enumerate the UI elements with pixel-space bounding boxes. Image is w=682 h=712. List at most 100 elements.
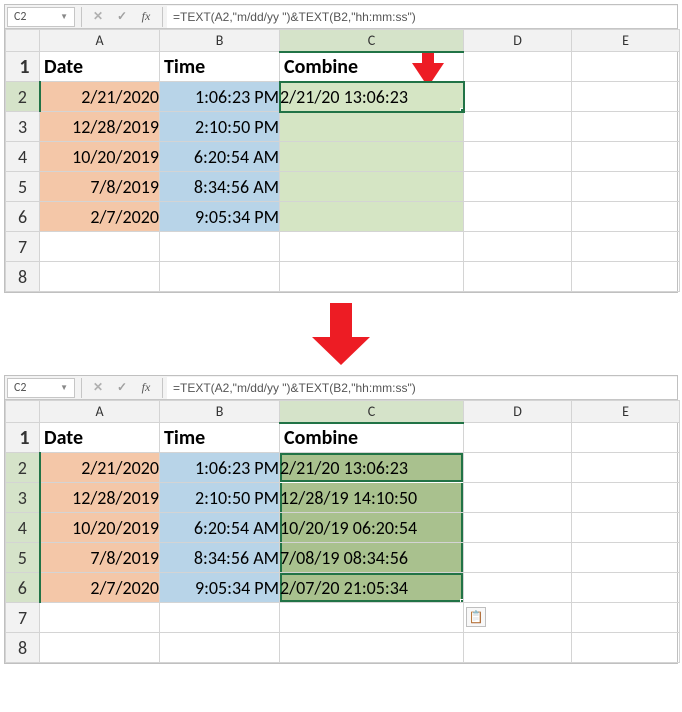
date-cell[interactable]: 2/7/2020: [40, 573, 160, 603]
grid-after[interactable]: A B C D E 1 Date Time Combine 2 2/21/202…: [5, 400, 680, 663]
confirm-icon[interactable]: ✓: [110, 9, 134, 24]
col-header-e[interactable]: E: [572, 401, 680, 423]
cell[interactable]: [464, 82, 572, 112]
cell[interactable]: [572, 202, 680, 232]
row-header[interactable]: 7: [6, 232, 40, 262]
header-time[interactable]: Time: [160, 423, 280, 453]
combine-cell[interactable]: 10/20/19 06:20:54: [280, 513, 464, 543]
grid-before[interactable]: A B C D E 1 Date Time Combine: [5, 29, 680, 292]
row-header[interactable]: 1: [6, 423, 40, 453]
combine-cell[interactable]: [280, 112, 464, 142]
name-box[interactable]: C2 ▼: [7, 378, 75, 398]
date-cell[interactable]: 2/21/2020: [40, 82, 160, 112]
date-cell[interactable]: 12/28/2019: [40, 483, 160, 513]
cancel-icon[interactable]: ✕: [86, 9, 110, 24]
cell[interactable]: [160, 262, 280, 292]
row-header[interactable]: 1: [6, 52, 40, 82]
cell[interactable]: [464, 423, 572, 453]
cell[interactable]: [464, 232, 572, 262]
cell[interactable]: [464, 573, 572, 603]
cell[interactable]: [160, 232, 280, 262]
combine-cell[interactable]: 7/08/19 08:34:56: [280, 543, 464, 573]
cell[interactable]: [572, 232, 680, 262]
cell[interactable]: [464, 513, 572, 543]
chevron-down-icon[interactable]: ▼: [60, 378, 68, 398]
combine-cell[interactable]: [280, 202, 464, 232]
cell[interactable]: [40, 232, 160, 262]
cell[interactable]: [464, 453, 572, 483]
cell[interactable]: [40, 262, 160, 292]
formula-input[interactable]: [167, 6, 677, 28]
col-header-d[interactable]: D: [464, 401, 572, 423]
cell[interactable]: [572, 262, 680, 292]
row-header[interactable]: 3: [6, 483, 40, 513]
date-cell[interactable]: 2/21/2020: [40, 453, 160, 483]
select-all-corner[interactable]: [6, 401, 40, 423]
cell[interactable]: [572, 483, 680, 513]
time-cell[interactable]: 6:20:54 AM: [160, 513, 280, 543]
date-cell[interactable]: 10/20/2019: [40, 513, 160, 543]
cell[interactable]: [280, 633, 464, 663]
time-cell[interactable]: 8:34:56 AM: [160, 172, 280, 202]
cell[interactable]: [572, 82, 680, 112]
combine-cell[interactable]: 2/07/20 21:05:34: [280, 573, 464, 603]
col-header-c[interactable]: C: [280, 401, 464, 423]
row-header[interactable]: 2: [6, 82, 40, 112]
combine-cell[interactable]: 12/28/19 14:10:50: [280, 483, 464, 513]
name-box[interactable]: C2 ▼: [7, 7, 75, 27]
cell[interactable]: [464, 142, 572, 172]
col-header-b[interactable]: B: [160, 401, 280, 423]
cell[interactable]: [160, 603, 280, 633]
col-header-d[interactable]: D: [464, 30, 572, 52]
time-cell[interactable]: 1:06:23 PM: [160, 82, 280, 112]
cell[interactable]: [572, 453, 680, 483]
cell[interactable]: [572, 573, 680, 603]
cell[interactable]: [280, 262, 464, 292]
row-header[interactable]: 4: [6, 142, 40, 172]
cell[interactable]: [280, 603, 464, 633]
confirm-icon[interactable]: ✓: [110, 380, 134, 395]
row-header[interactable]: 5: [6, 543, 40, 573]
col-header-a[interactable]: A: [40, 30, 160, 52]
cancel-icon[interactable]: ✕: [86, 380, 110, 395]
autofill-options-icon[interactable]: 📋: [466, 607, 486, 627]
col-header-c[interactable]: C: [280, 30, 464, 52]
time-cell[interactable]: 2:10:50 PM: [160, 112, 280, 142]
cell[interactable]: [160, 633, 280, 663]
row-header[interactable]: 5: [6, 172, 40, 202]
date-cell[interactable]: 12/28/2019: [40, 112, 160, 142]
cell[interactable]: [572, 543, 680, 573]
header-combine[interactable]: Combine: [280, 423, 464, 453]
cell[interactable]: [280, 232, 464, 262]
cell[interactable]: [464, 543, 572, 573]
fill-handle[interactable]: [460, 108, 464, 112]
cell[interactable]: [464, 52, 572, 82]
cell[interactable]: [464, 202, 572, 232]
cell[interactable]: [40, 603, 160, 633]
time-cell[interactable]: 8:34:56 AM: [160, 543, 280, 573]
cell[interactable]: [464, 483, 572, 513]
cell[interactable]: [572, 603, 680, 633]
date-cell[interactable]: 2/7/2020: [40, 202, 160, 232]
combine-cell[interactable]: [280, 142, 464, 172]
cell[interactable]: [464, 262, 572, 292]
header-time[interactable]: Time: [160, 52, 280, 82]
date-cell[interactable]: 10/20/2019: [40, 142, 160, 172]
select-all-corner[interactable]: [6, 30, 40, 52]
combine-cell[interactable]: [280, 172, 464, 202]
chevron-down-icon[interactable]: ▼: [60, 7, 68, 27]
date-cell[interactable]: 7/8/2019: [40, 543, 160, 573]
combine-cell[interactable]: 2/21/20 13:06:23: [280, 453, 464, 483]
cell[interactable]: [464, 172, 572, 202]
cell[interactable]: [572, 112, 680, 142]
time-cell[interactable]: 9:05:34 PM: [160, 573, 280, 603]
date-cell[interactable]: 7/8/2019: [40, 172, 160, 202]
cell[interactable]: [572, 142, 680, 172]
cell[interactable]: [572, 513, 680, 543]
row-header[interactable]: 3: [6, 112, 40, 142]
row-header[interactable]: 4: [6, 513, 40, 543]
cell[interactable]: [464, 633, 572, 663]
row-header[interactable]: 7: [6, 603, 40, 633]
header-date[interactable]: Date: [40, 52, 160, 82]
fx-icon[interactable]: fx: [134, 9, 158, 24]
